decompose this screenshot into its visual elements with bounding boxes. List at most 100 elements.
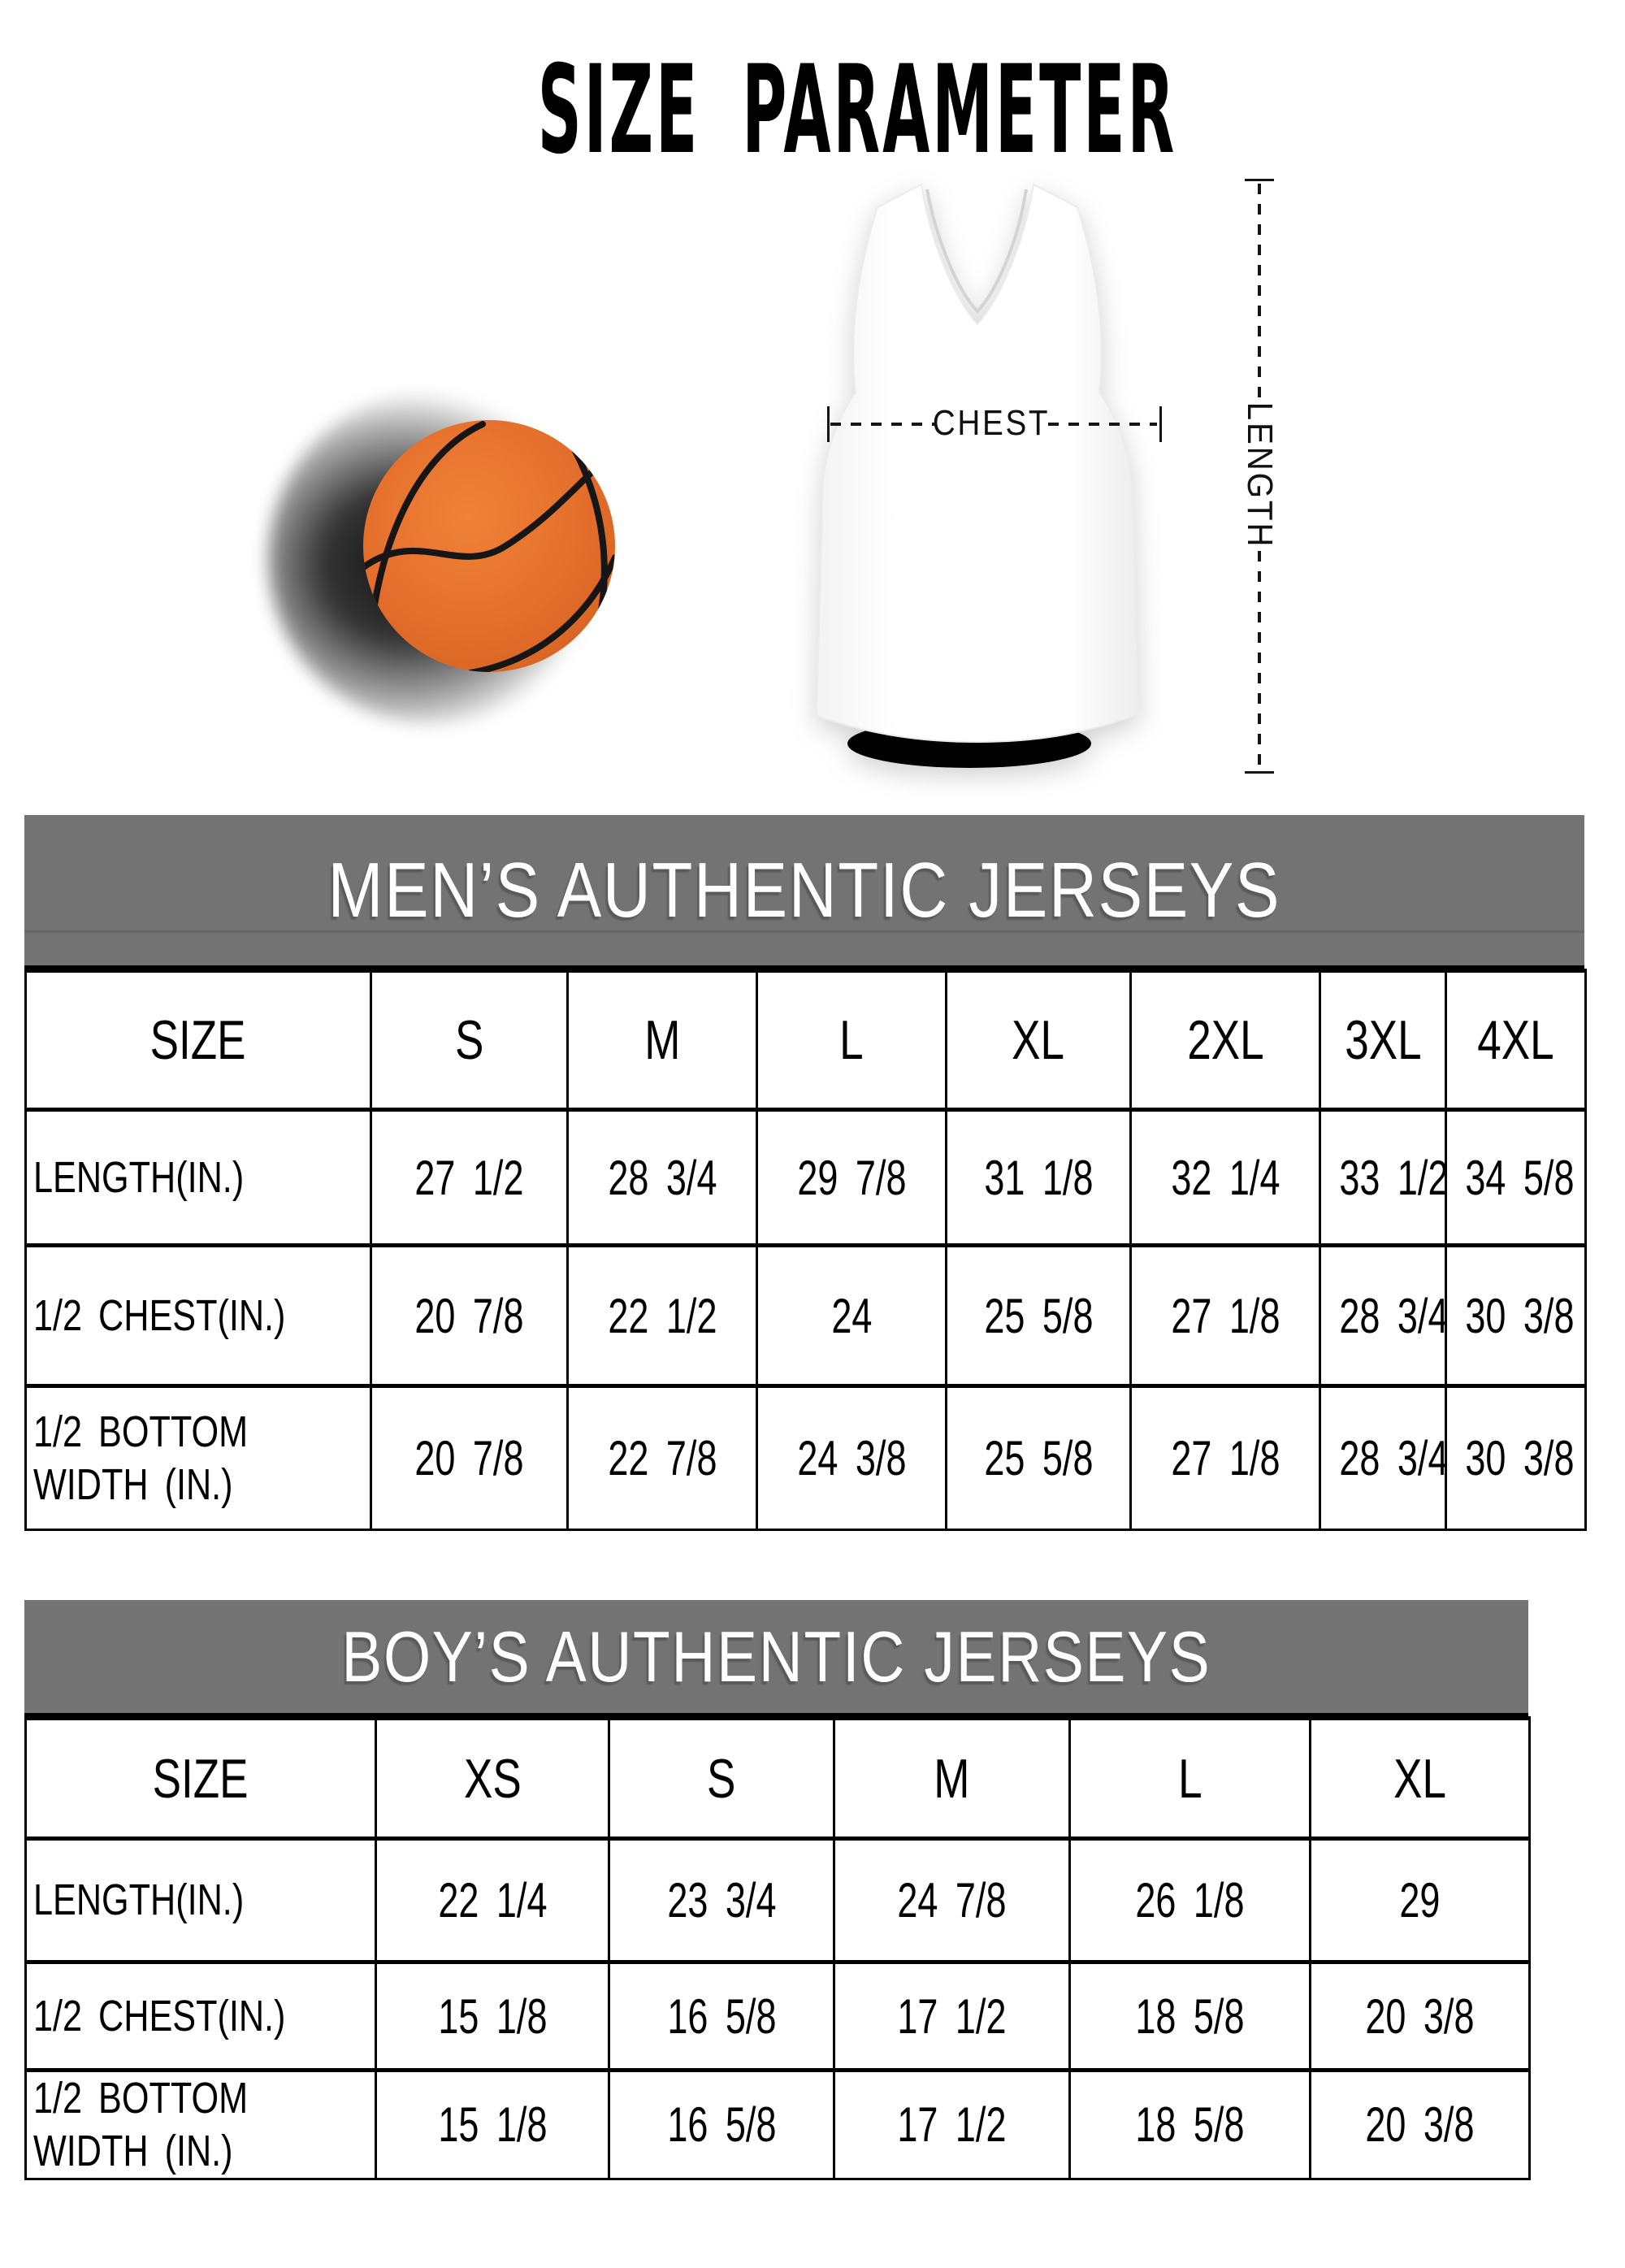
column-header-label: L (1177, 1747, 1202, 1810)
size-value: 27 1/8 (1170, 1431, 1280, 1485)
column-header-L: L (1068, 1716, 1311, 1839)
size-value: 29 7/8 (796, 1150, 907, 1205)
size-value: 18 5/8 (1135, 1988, 1245, 2044)
length-measure-line: LENGTH (1240, 179, 1280, 774)
size-value-cell: 20 7/8 (370, 1243, 568, 1386)
size-value-cell: 20 3/8 (1309, 1960, 1530, 2071)
size-value-cell: 18 5/8 (1068, 1960, 1311, 2071)
table-row: 1/2 CHEST(IN.) 15 1/8 16 5/8 17 1/2 18 5/8 20… (25, 1960, 1530, 2071)
size-value-cell: 28 3/4 (1319, 1243, 1446, 1386)
jersey-body (815, 183, 1140, 744)
size-value: 16 5/8 (666, 1988, 777, 2044)
size-value-cell: 29 7/8 (756, 1108, 947, 1246)
size-value: 27 1/2 (414, 1150, 524, 1205)
size-value: 33 1/2 (1339, 1150, 1446, 1205)
column-header-S: S (370, 969, 568, 1110)
column-header-L: L (756, 969, 947, 1110)
size-value: 18 5/8 (1135, 2097, 1245, 2153)
size-value-cell: 17 1/2 (833, 2068, 1070, 2179)
table-row: 1/2 BOTTOM WIDTH (IN.) 15 1/8 16 5/8 17 1/2… (25, 2068, 1530, 2179)
size-value: 20 7/8 (414, 1431, 524, 1485)
size-value: 22 1/4 (437, 1873, 548, 1928)
size-value: 34 5/8 (1465, 1150, 1575, 1205)
row-label: LENGTH(IN.) (33, 1876, 245, 1925)
column-header-label: S (454, 1009, 484, 1071)
size-value-cell: 15 1/8 (375, 1960, 609, 2071)
size-value: 17 1/2 (897, 2097, 1007, 2153)
column-header-XL: XL (1309, 1716, 1530, 1839)
length-tick-top (1245, 179, 1274, 181)
column-header-label: 2XL (1186, 1009, 1264, 1071)
size-value: 22 7/8 (607, 1431, 717, 1485)
mens-size-table: SIZE S M L XL 2XL 3XL 4XL LENGTH(IN.) 27 1/2 28 3/… (24, 969, 1587, 1531)
column-header-label: S (707, 1747, 736, 1810)
table-row: LENGTH(IN.) 27 1/2 28 3/4 29 7/8 31 1/8 32 1/… (25, 1108, 1586, 1246)
column-header-XS: XS (375, 1716, 609, 1839)
size-value-cell: 30 3/8 (1445, 1384, 1586, 1530)
table-row: 1/2 CHEST(IN.) 20 7/8 22 1/2 24 25 5/8 27 1/8… (25, 1243, 1586, 1386)
chest-tick-right (1159, 406, 1162, 442)
size-value-cell: 24 3/8 (756, 1384, 947, 1530)
length-label: LENGTH (1240, 401, 1280, 549)
mens-banner-divider (24, 930, 1584, 933)
mens-banner-title: MEN’S AUTHENTIC JERSEYS (327, 846, 1281, 934)
table-row: LENGTH(IN.) 22 1/4 23 3/4 24 7/8 26 1/8 29 (25, 1837, 1530, 1962)
boys-size-table: SIZE XS S M L XL LENGTH(IN.) 22 1/4 23 3/4 24 7/8… (24, 1716, 1531, 2180)
jersey-icon (815, 183, 1140, 768)
length-dash-top (1258, 184, 1261, 401)
basketball-icon (363, 420, 615, 672)
size-value: 23 3/4 (666, 1873, 777, 1928)
size-value: 28 3/4 (607, 1150, 717, 1205)
size-value: 20 7/8 (414, 1288, 524, 1343)
column-header-4XL: 4XL (1445, 969, 1586, 1110)
size-value: 28 3/4 (1339, 1288, 1446, 1343)
row-label-cell: 1/2 BOTTOM WIDTH (IN.) (25, 2068, 376, 2179)
chest-measure-line: CHEST (827, 403, 1162, 443)
size-value: 20 3/8 (1365, 1988, 1475, 2044)
size-value-cell: 25 5/8 (945, 1243, 1131, 1386)
boys-section: BOY’S AUTHENTIC JERSEYS SIZE XS S M L XL LENGT… (24, 1600, 1531, 2180)
column-header-label: 4XL (1477, 1009, 1554, 1071)
table-row: 1/2 BOTTOM WIDTH (IN.) 20 7/8 22 7/8 24 3/8… (25, 1384, 1586, 1530)
size-value-cell: 26 1/8 (1068, 1837, 1311, 1962)
row-label-cell: 1/2 CHEST(IN.) (25, 1243, 371, 1386)
column-header-3XL: 3XL (1319, 969, 1446, 1110)
boys-banner-title: BOY’S AUTHENTIC JERSEYS (341, 1615, 1211, 1697)
mens-section: MEN’S AUTHENTIC JERSEYS SIZE S M L XL 2XL 3XL 4… (24, 815, 1587, 1531)
size-value-cell: 18 5/8 (1068, 2068, 1311, 2179)
basketball-illustration (268, 370, 650, 727)
size-value-cell: 20 3/8 (1309, 2068, 1530, 2179)
jersey-collar-trim (925, 189, 1028, 314)
size-value-cell: 25 5/8 (945, 1384, 1131, 1530)
page-title: SIZE PARAMETER (218, 40, 1496, 181)
row-label: 1/2 BOTTOM WIDTH (IN.) (33, 1407, 249, 1509)
size-value: 16 5/8 (666, 2097, 777, 2153)
length-dash-bottom (1258, 551, 1261, 767)
size-header-row: SIZE S M L XL 2XL 3XL 4XL (25, 969, 1586, 1110)
size-value: 26 1/8 (1135, 1873, 1245, 1928)
size-value: 27 1/8 (1170, 1288, 1280, 1343)
size-value-cell: 23 3/4 (608, 1837, 834, 1962)
size-value: 17 1/2 (897, 1988, 1007, 2044)
size-value: 24 (830, 1288, 873, 1343)
row-label: 1/2 CHEST(IN.) (33, 1991, 286, 2040)
column-header-label: M (644, 1009, 681, 1071)
size-value: 24 7/8 (897, 1873, 1007, 1928)
column-header-label: 3XL (1344, 1009, 1422, 1071)
size-value-cell: 28 3/4 (1319, 1384, 1446, 1530)
size-value-cell: 33 1/2 (1319, 1108, 1446, 1246)
column-header-label: SIZE (153, 1747, 249, 1810)
size-value-cell: 27 1/8 (1129, 1243, 1320, 1386)
size-value: 25 5/8 (983, 1288, 1094, 1343)
chest-dash-left (830, 423, 934, 426)
size-value-cell: 34 5/8 (1445, 1108, 1586, 1246)
size-value: 25 5/8 (983, 1431, 1094, 1485)
column-header-label: M (934, 1747, 970, 1810)
chest-dash-right (1048, 423, 1157, 426)
row-label-cell: 1/2 CHEST(IN.) (25, 1960, 376, 2071)
size-value-cell: 17 1/2 (833, 1960, 1070, 2071)
page-title-text: SIZE PARAMETER (537, 40, 1177, 181)
size-header-cell: SIZE (25, 969, 371, 1110)
size-value: 22 1/2 (607, 1288, 717, 1343)
